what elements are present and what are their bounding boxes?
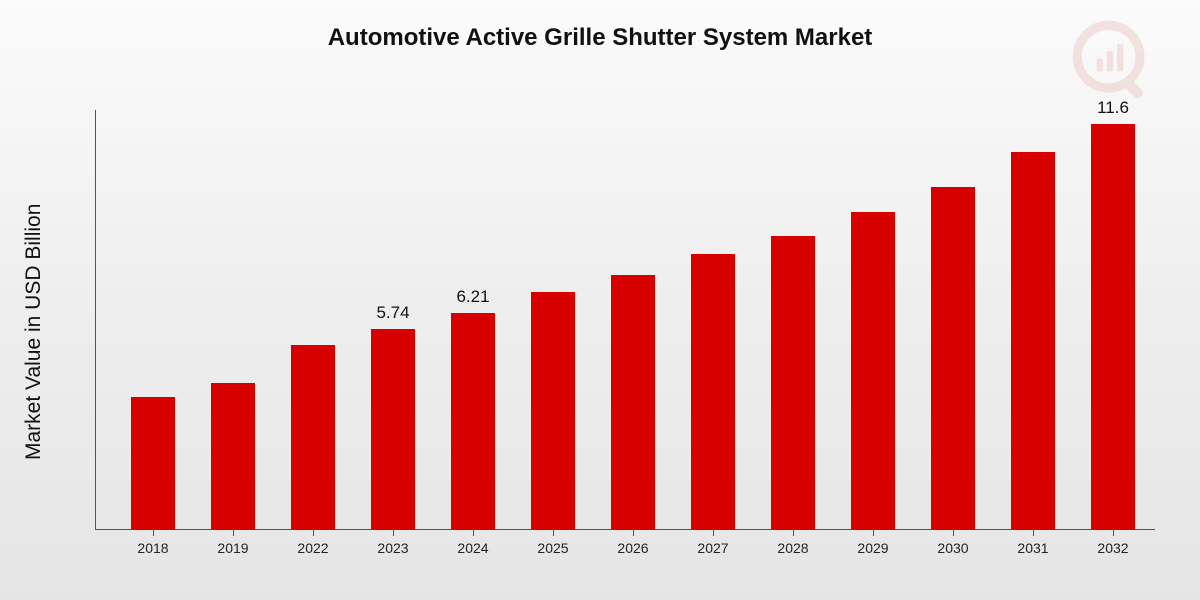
x-tick-label: 2025 bbox=[537, 540, 568, 556]
x-tick-label: 2030 bbox=[937, 540, 968, 556]
x-tick bbox=[953, 530, 954, 536]
x-tick bbox=[873, 530, 874, 536]
x-tick bbox=[633, 530, 634, 536]
bar bbox=[371, 329, 415, 530]
chart-title: Automotive Active Grille Shutter System … bbox=[0, 24, 1200, 52]
x-tick bbox=[473, 530, 474, 536]
x-tick-label: 2023 bbox=[377, 540, 408, 556]
x-tick-label: 2028 bbox=[777, 540, 808, 556]
bar-value-label: 5.74 bbox=[376, 303, 409, 323]
bar-value-label: 6.21 bbox=[456, 287, 489, 307]
x-tick-label: 2018 bbox=[137, 540, 168, 556]
x-tick bbox=[553, 530, 554, 536]
x-tick bbox=[793, 530, 794, 536]
bar bbox=[771, 236, 815, 530]
bar bbox=[691, 254, 735, 531]
x-tick bbox=[393, 530, 394, 536]
x-tick-label: 2024 bbox=[457, 540, 488, 556]
x-tick bbox=[1113, 530, 1114, 536]
bar bbox=[451, 313, 495, 530]
x-tick-label: 2032 bbox=[1097, 540, 1128, 556]
y-axis-label: Market Value in USD Billion bbox=[22, 204, 46, 460]
x-tick bbox=[713, 530, 714, 536]
x-tick bbox=[1033, 530, 1034, 536]
bar bbox=[1091, 124, 1135, 530]
x-tick-label: 2022 bbox=[297, 540, 328, 556]
bar-value-label: 11.6 bbox=[1097, 98, 1129, 118]
bar bbox=[211, 383, 255, 530]
chart-plot-area: 20182019202220235.7420246.21202520262027… bbox=[95, 110, 1155, 530]
x-tick-label: 2031 bbox=[1017, 540, 1048, 556]
bar bbox=[131, 397, 175, 530]
bar bbox=[1011, 152, 1055, 530]
bar bbox=[611, 275, 655, 531]
x-tick bbox=[233, 530, 234, 536]
x-tick-label: 2019 bbox=[217, 540, 248, 556]
x-tick-label: 2029 bbox=[857, 540, 888, 556]
x-tick bbox=[313, 530, 314, 536]
x-tick bbox=[153, 530, 154, 536]
y-axis-line bbox=[95, 110, 96, 530]
x-tick-label: 2026 bbox=[617, 540, 648, 556]
bar bbox=[851, 212, 895, 531]
bar bbox=[291, 345, 335, 531]
bar bbox=[931, 187, 975, 530]
bar bbox=[531, 292, 575, 530]
x-tick-label: 2027 bbox=[697, 540, 728, 556]
